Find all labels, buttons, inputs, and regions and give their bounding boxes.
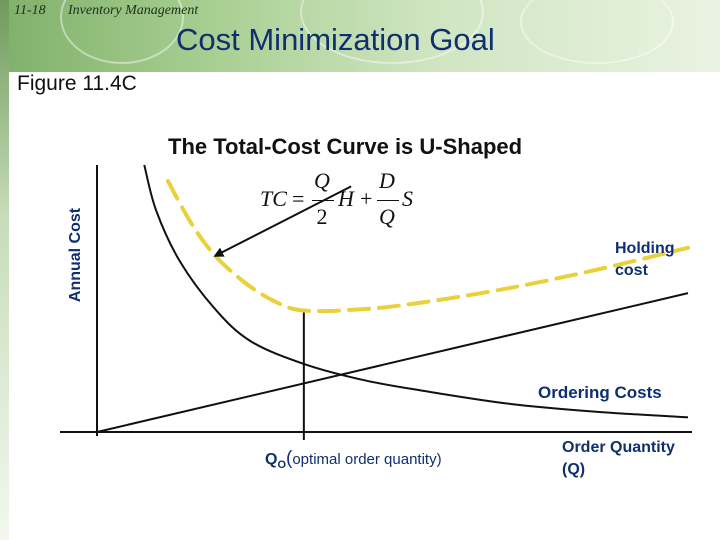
ordering-cost-curve [143,164,689,419]
formula-term2-bar [377,200,399,201]
formula-term1-denominator: 2 [316,204,328,229]
formula-term1-bar [312,200,334,201]
optimal-quantity-label: QO(optimal order quantity) [265,448,442,471]
formula-term2-numerator: D [379,168,395,193]
slide-topic: Inventory Management [68,3,199,18]
side-strip [0,0,9,540]
total-cost-formula: TC = Q 2 H + D Q S [260,168,420,234]
formula-term2-denominator: Q [379,204,395,229]
x-axis-title: Order Quantity (Q) [562,437,692,481]
formula-arrow [213,185,352,257]
formula-plus: + [360,186,373,211]
optimal-q-paren: ( [286,448,293,469]
holding-cost-label: Holding cost [615,238,693,282]
optimal-q-text: optimal order quantity) [292,451,442,468]
formula-term2-factor: S [402,186,413,211]
formula-term1-numerator: Q [314,168,330,193]
optimal-q-subscript: O [277,459,287,471]
slide-title: Cost Minimization Goal [176,22,495,57]
optimal-q-symbol: Q [265,451,278,468]
figure-label: Figure 11.4C [17,72,137,95]
formula-term1-factor: H [338,186,354,211]
header-band [0,0,720,72]
chart-title: The Total-Cost Curve is U-Shaped [168,134,523,159]
formula-equals: = [292,186,305,211]
formula-lhs: TC [260,186,287,211]
y-axis-title: Annual Cost [67,207,84,303]
ordering-costs-label: Ordering Costs [538,383,662,402]
x-axis-title-text: Order Quantity (Q) [562,439,675,478]
total-cost-curve [165,179,690,314]
slide-content [9,72,720,540]
slide-number: 11-18 [14,3,46,18]
holding-cost-label-text: Holding cost [615,240,675,279]
holding-cost-line [96,292,689,433]
